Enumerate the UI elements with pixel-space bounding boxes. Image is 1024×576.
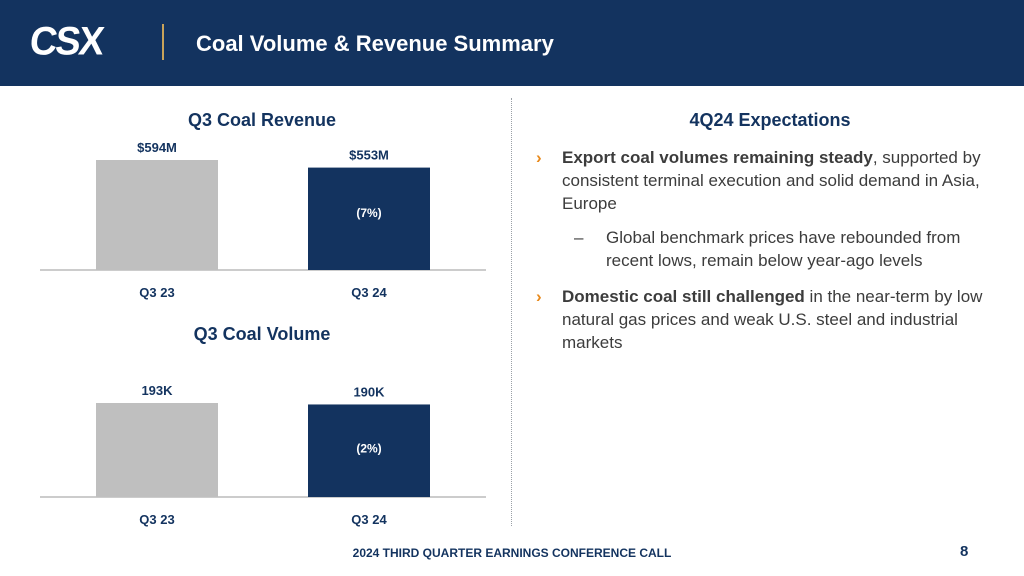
- column-separator: [511, 98, 512, 526]
- chevron-right-icon: ›: [536, 148, 542, 167]
- page-title: Coal Volume & Revenue Summary: [196, 31, 554, 56]
- expectations-list: › Export coal volumes remaining steady, s…: [536, 146, 986, 354]
- revenue-change-label: (7%): [356, 206, 381, 220]
- sub-bullet-text: Global benchmark prices have rebounded f…: [606, 228, 961, 270]
- revenue-value-label-1: $553M: [349, 148, 389, 163]
- header-bar: CSX Coal Volume & Revenue Summary: [0, 0, 1024, 86]
- chevron-right-icon: ›: [536, 287, 542, 306]
- revenue-chart-title: Q3 Coal Revenue: [187, 110, 337, 130]
- revenue-bar-0: [96, 160, 218, 270]
- revenue-category-label-0: Q3 23: [139, 285, 174, 300]
- page-number: 8: [960, 543, 969, 560]
- volume-value-label-1: 190K: [353, 384, 385, 399]
- sub-bullet-benchmark: – Global benchmark prices have rebounded …: [536, 226, 986, 272]
- volume-value-label-0: 193K: [141, 383, 173, 398]
- volume-category-label-0: Q3 23: [139, 512, 174, 527]
- expectations-title: 4Q24 Expectations: [689, 110, 851, 130]
- bullet-domestic-coal: › Domestic coal still challenged in the n…: [536, 285, 986, 354]
- bullet-domestic-text: in the near-term by low natural gas pric…: [562, 287, 983, 352]
- bullet-export-bold: Export coal volumes remaining steady: [562, 148, 873, 167]
- volume-chart-title: Q3 Coal Volume: [193, 324, 331, 344]
- volume-bar-1: [308, 404, 430, 497]
- charts-svg: $594M Q3 23 $553M Q3 24 (7%) 193K Q3 23 190K Q3 …: [40, 140, 486, 527]
- revenue-category-label-1: Q3 24: [351, 285, 387, 300]
- header-divider: [162, 24, 164, 60]
- bullet-export-text: , supported by consistent terminal execu…: [562, 148, 981, 213]
- volume-category-label-1: Q3 24: [351, 512, 387, 527]
- volume-bar-0: [96, 403, 218, 497]
- dash-icon: –: [574, 228, 584, 247]
- volume-change-label: (2%): [356, 442, 381, 456]
- revenue-bar-1: [308, 167, 430, 270]
- revenue-value-label-0: $594M: [137, 140, 177, 155]
- bullet-export-coal: › Export coal volumes remaining steady, s…: [536, 146, 986, 215]
- footer-text: 2024 THIRD QUARTER EARNINGS CONFERENCE C…: [352, 546, 672, 560]
- bullet-domestic-bold: Domestic coal still challenged: [562, 287, 805, 306]
